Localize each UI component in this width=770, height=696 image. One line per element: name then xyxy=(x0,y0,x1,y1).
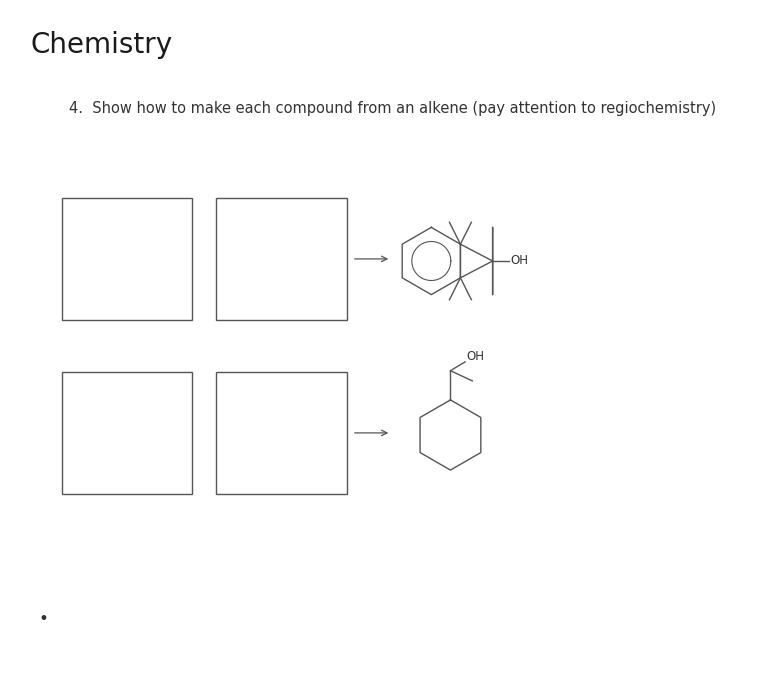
Bar xyxy=(62,198,192,320)
Text: OH: OH xyxy=(511,255,528,267)
Text: 4.  Show how to make each compound from an alkene (pay attention to regiochemist: 4. Show how to make each compound from a… xyxy=(69,101,716,116)
Text: Chemistry: Chemistry xyxy=(31,31,173,59)
Text: OH: OH xyxy=(467,349,484,363)
Bar xyxy=(216,198,346,320)
Bar xyxy=(62,372,192,494)
Bar xyxy=(216,372,346,494)
Text: •: • xyxy=(38,610,49,628)
